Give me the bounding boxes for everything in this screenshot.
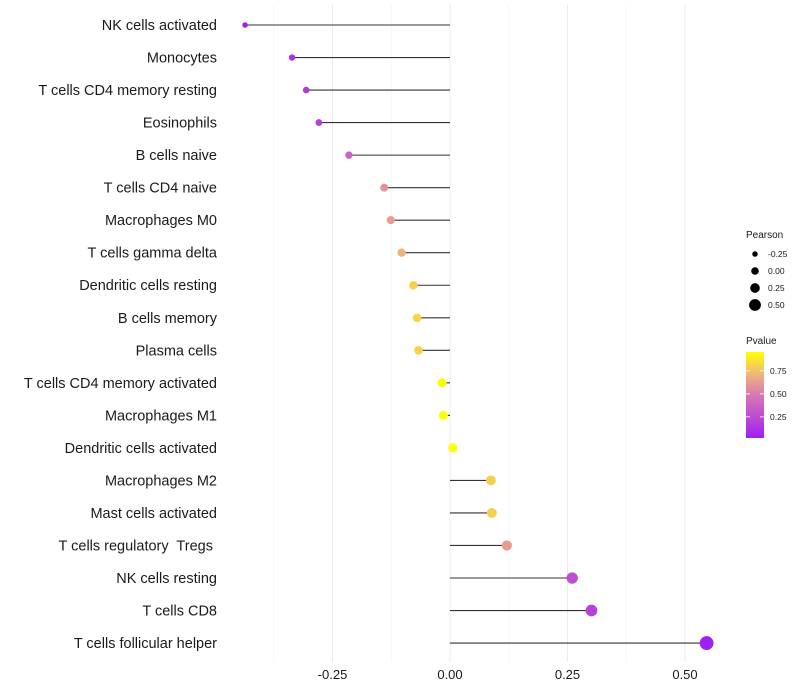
x-tick-label: -0.25 (318, 667, 348, 682)
data-point (302, 86, 310, 94)
size-legend-key (749, 299, 761, 311)
y-tick-label: Macrophages M1 (105, 408, 217, 424)
y-tick-label: B cells memory (118, 311, 218, 327)
y-tick-label: Eosinophils (143, 116, 217, 132)
y-tick-label: T cells gamma delta (88, 246, 218, 262)
data-point (566, 572, 578, 584)
data-point (380, 183, 389, 192)
x-tick-label: 0.00 (437, 667, 462, 682)
size-legend-key (751, 267, 759, 275)
size-legend-label: -0.25 (768, 249, 788, 259)
y-tick-label: Mast cells activated (90, 506, 217, 522)
data-point (345, 151, 353, 159)
pvalue-color-legend: Pvalue 0.25 0.50 0.75 (746, 336, 787, 438)
size-legend-label: 0.25 (768, 283, 785, 293)
data-point (486, 507, 497, 518)
color-legend-label: 0.50 (770, 389, 787, 399)
color-legend-label: 0.25 (770, 412, 787, 422)
lollipop-stems (245, 24, 707, 644)
data-point (412, 313, 422, 323)
x-tick-label: 0.50 (672, 667, 697, 682)
y-tick-label: Macrophages M0 (105, 213, 217, 229)
data-point (315, 119, 323, 127)
y-tick-label: T cells follicular helper (74, 636, 217, 652)
data-point (386, 216, 395, 225)
y-tick-label: T cells CD4 memory resting (38, 83, 217, 99)
data-point (448, 443, 458, 453)
y-tick-label: B cells naive (136, 148, 217, 164)
data-point (242, 22, 248, 28)
size-legend-key (752, 251, 758, 257)
pearson-legend-title: Pearson (746, 230, 783, 241)
data-point (699, 636, 714, 650)
y-tick-label: T cells CD4 memory activated (24, 376, 217, 392)
size-legend-key (750, 283, 760, 293)
gridlines (273, 5, 686, 662)
y-tick-label: T cells CD8 (142, 604, 217, 620)
y-tick-label: Dendritic cells activated (65, 441, 217, 457)
y-tick-label: NK cells resting (116, 571, 217, 587)
data-point (438, 410, 448, 420)
data-point (501, 540, 512, 551)
data-point (409, 280, 418, 290)
y-tick-label: Macrophages M2 (105, 473, 217, 489)
data-point (288, 54, 296, 61)
x-tick-label: 0.25 (555, 667, 580, 682)
x-axis-labels: -0.25 0.00 0.25 0.50 (318, 667, 698, 682)
y-tick-label: NK cells activated (102, 18, 217, 34)
data-point (585, 604, 598, 617)
y-tick-label: T cells CD4 naive (104, 181, 217, 197)
size-legend-label: 0.50 (768, 300, 785, 310)
data-point (437, 378, 447, 388)
y-axis-labels: NK cells activated Monocytes T cells CD4 m… (24, 18, 218, 652)
y-tick-label: Plasma cells (136, 343, 217, 359)
pvalue-colorbar (746, 352, 764, 438)
data-point (485, 475, 496, 486)
color-legend-label: 0.75 (770, 366, 787, 376)
data-point (397, 248, 406, 257)
y-tick-label: Dendritic cells resting (79, 278, 217, 294)
data-point (414, 345, 423, 355)
pearson-size-legend: Pearson -0.25 0.00 0.25 0.50 (746, 230, 788, 311)
y-tick-label: Monocytes (147, 51, 217, 67)
pvalue-legend-title: Pvalue (746, 336, 777, 347)
y-tick-label: T cells regulatory Tregs (59, 538, 218, 554)
size-legend-label: 0.00 (768, 266, 785, 276)
lollipop-points (242, 22, 714, 650)
